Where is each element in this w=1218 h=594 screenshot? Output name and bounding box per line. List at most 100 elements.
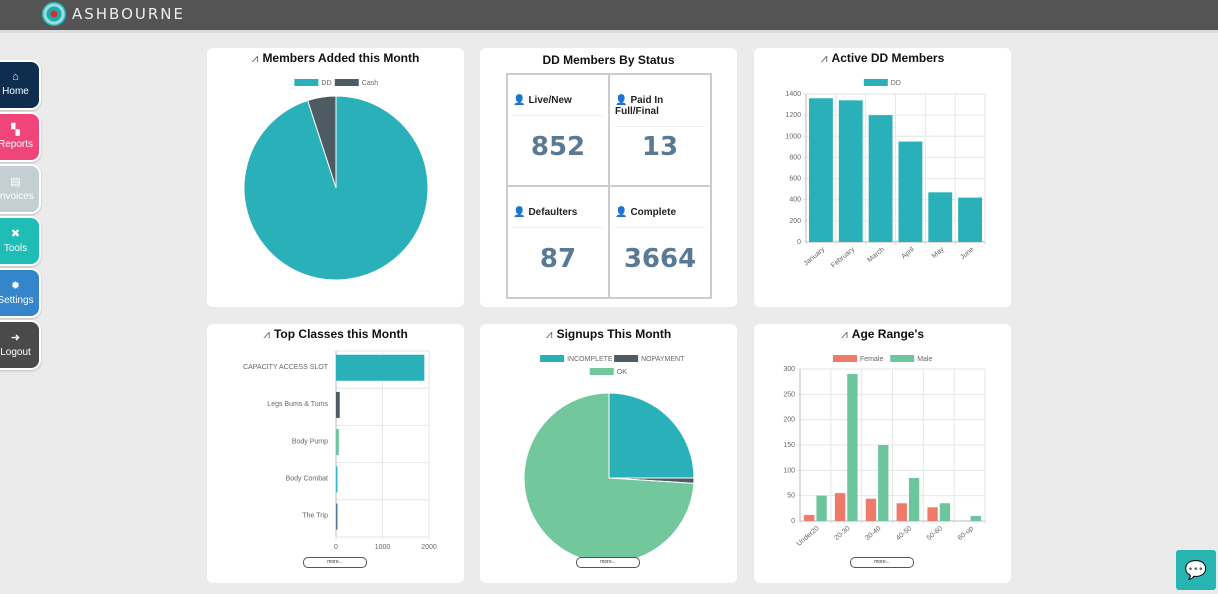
bar-dd [838, 100, 863, 242]
sidebar-item-label: Settings [0, 295, 34, 306]
y-tick-label: Body Pump [292, 438, 328, 445]
y-tick-label: 200 [783, 417, 795, 424]
user-icon: 👤 [513, 95, 526, 106]
chat-button[interactable]: 💬 [1176, 550, 1216, 590]
status-live-new[interactable]: 👤 Live/New 852 [507, 74, 609, 186]
sidebar-item-tools[interactable]: ✖ Tools [0, 216, 41, 266]
status-label: Live/New [528, 95, 572, 106]
card-dd-status: DD Members By Status 👤 Live/New 852 👤 Paid … [480, 48, 737, 307]
y-tick-label: Legs Bums & Tums [267, 401, 328, 408]
x-tick-label: April [900, 246, 916, 261]
x-tick-label: June [959, 246, 975, 261]
status-defaulters[interactable]: 👤 Defaulters 87 [507, 186, 609, 298]
sidebar-item-label: Home [2, 86, 29, 97]
brand-logo[interactable]: ASHBOURNE [42, 2, 185, 26]
age-range-bar-chart: Female Male 0 50 100 150 200 250 300 Under20 20-30… [783, 355, 986, 548]
signups-pie: INCOMPLETE NOPAYMENT OK [523, 355, 695, 564]
y-tick-label: 200 [789, 218, 801, 225]
legend-swatch [334, 79, 359, 86]
bar-male [847, 374, 858, 521]
logout-icon: ➜ [10, 332, 21, 344]
top-bar: ASHBOURNE [0, 0, 1218, 33]
title-text: Top Classes this Month [273, 327, 408, 341]
bar-female [804, 514, 815, 521]
title-text: Active DD Members [831, 51, 945, 65]
bar [336, 466, 338, 493]
x-tick-label: February [830, 246, 856, 270]
x-tick-label: March [866, 246, 885, 264]
bar-female [927, 507, 938, 521]
sidebar-item-invoices[interactable]: ▤ Invoices [0, 164, 41, 214]
legend-swatch [890, 355, 915, 362]
card-title: ⩘ Members Added this Month [207, 51, 464, 66]
top-classes-bar-chart: 0 1000 2000 CAPACITY ACCESS SLOT Legs Bums &… [243, 350, 437, 551]
card-title: ⩘ Signups This Month [480, 327, 737, 342]
more-button[interactable]: more... [576, 557, 640, 568]
card-title: ⩘ Top Classes this Month [207, 327, 464, 342]
sidebar-item-settings[interactable]: ✹ Settings [0, 268, 41, 318]
pie-slice-incomplete [608, 392, 695, 479]
legend-label: INCOMPLETE [567, 356, 613, 363]
more-button[interactable]: more... [303, 557, 367, 568]
status-label: Complete [630, 207, 677, 218]
legend-swatch [589, 368, 614, 375]
y-tick-label: 150 [783, 442, 795, 449]
sidebar-item-reports[interactable]: ▚ Reports [0, 112, 41, 162]
legend-swatch [614, 355, 639, 362]
bar-female [834, 493, 846, 521]
title-text: Members Added this Month [262, 51, 420, 65]
chat-icon: 💬 [1184, 560, 1208, 580]
y-tick-label: CAPACITY ACCESS SLOT [243, 364, 329, 371]
bar-dd [898, 141, 923, 242]
x-tick-label: 2000 [421, 544, 437, 551]
logo-icon [42, 2, 66, 26]
sidebar-item-label: Reports [0, 139, 33, 150]
y-tick-label: 1200 [785, 112, 801, 119]
status-label: Defaulters [528, 207, 578, 218]
status-label: Paid In Full/Final [615, 95, 664, 117]
title-text: Signups This Month [556, 327, 672, 341]
active-dd-bar-chart: DD 0 200 400 600 800 1000 1200 1400 January Februa… [785, 79, 986, 270]
x-tick-label: 30-40 [864, 525, 882, 542]
sidebar-item-logout[interactable]: ➜ Logout [0, 320, 41, 370]
status-complete[interactable]: 👤 Complete 3664 [609, 186, 711, 298]
members-added-pie: DD Cash [243, 79, 429, 281]
user-icon: 👤 [615, 207, 628, 218]
sidebar-item-home[interactable]: ⌂ Home [0, 60, 41, 110]
status-value: 852 [530, 132, 586, 162]
legend-label: OK [617, 369, 627, 376]
tools-icon: ✖ [10, 228, 21, 240]
status-paid-in-full[interactable]: 👤 Paid In Full/Final 13 [609, 74, 711, 186]
bar-female [865, 498, 877, 521]
chart-icon: ⩘ [820, 51, 828, 65]
legend-swatch [294, 79, 319, 86]
y-tick-label: 50 [787, 493, 795, 500]
sidebar-item-label: Logout [0, 347, 31, 358]
bar-dd [808, 98, 833, 242]
user-icon: 👤 [615, 95, 628, 106]
card-signups: ⩘ Signups This Month INCOMPLETE NOPAYMENT O… [480, 324, 737, 583]
x-tick-label: 40-50 [895, 525, 913, 542]
y-tick-label: 1400 [785, 91, 801, 98]
sidebar-item-label: Invoices [0, 191, 34, 202]
bar-male [939, 503, 951, 521]
y-tick-label: 600 [789, 176, 801, 183]
more-button[interactable]: more... [850, 557, 914, 568]
y-tick-label: 800 [789, 154, 801, 161]
bar [336, 503, 338, 530]
card-title: DD Members By Status [542, 53, 675, 67]
status-value: 3664 [623, 244, 697, 274]
x-tick-label: Under20 [796, 525, 821, 548]
bar-male [878, 445, 889, 521]
title-text: Age Range's [851, 327, 924, 341]
legend-label: Male [917, 356, 932, 363]
card-members-added: ⩘ Members Added this Month DD Cash [207, 48, 464, 307]
bar-dd [958, 197, 983, 242]
bar-dd [928, 192, 953, 242]
y-tick-label: 0 [791, 518, 795, 525]
x-tick-label: 50-60 [926, 525, 944, 542]
x-tick-label: January [803, 246, 827, 268]
chart-icon: ▚ [11, 124, 20, 136]
document-icon: ▤ [10, 176, 21, 188]
chart-icon: ⩘ [841, 327, 848, 341]
